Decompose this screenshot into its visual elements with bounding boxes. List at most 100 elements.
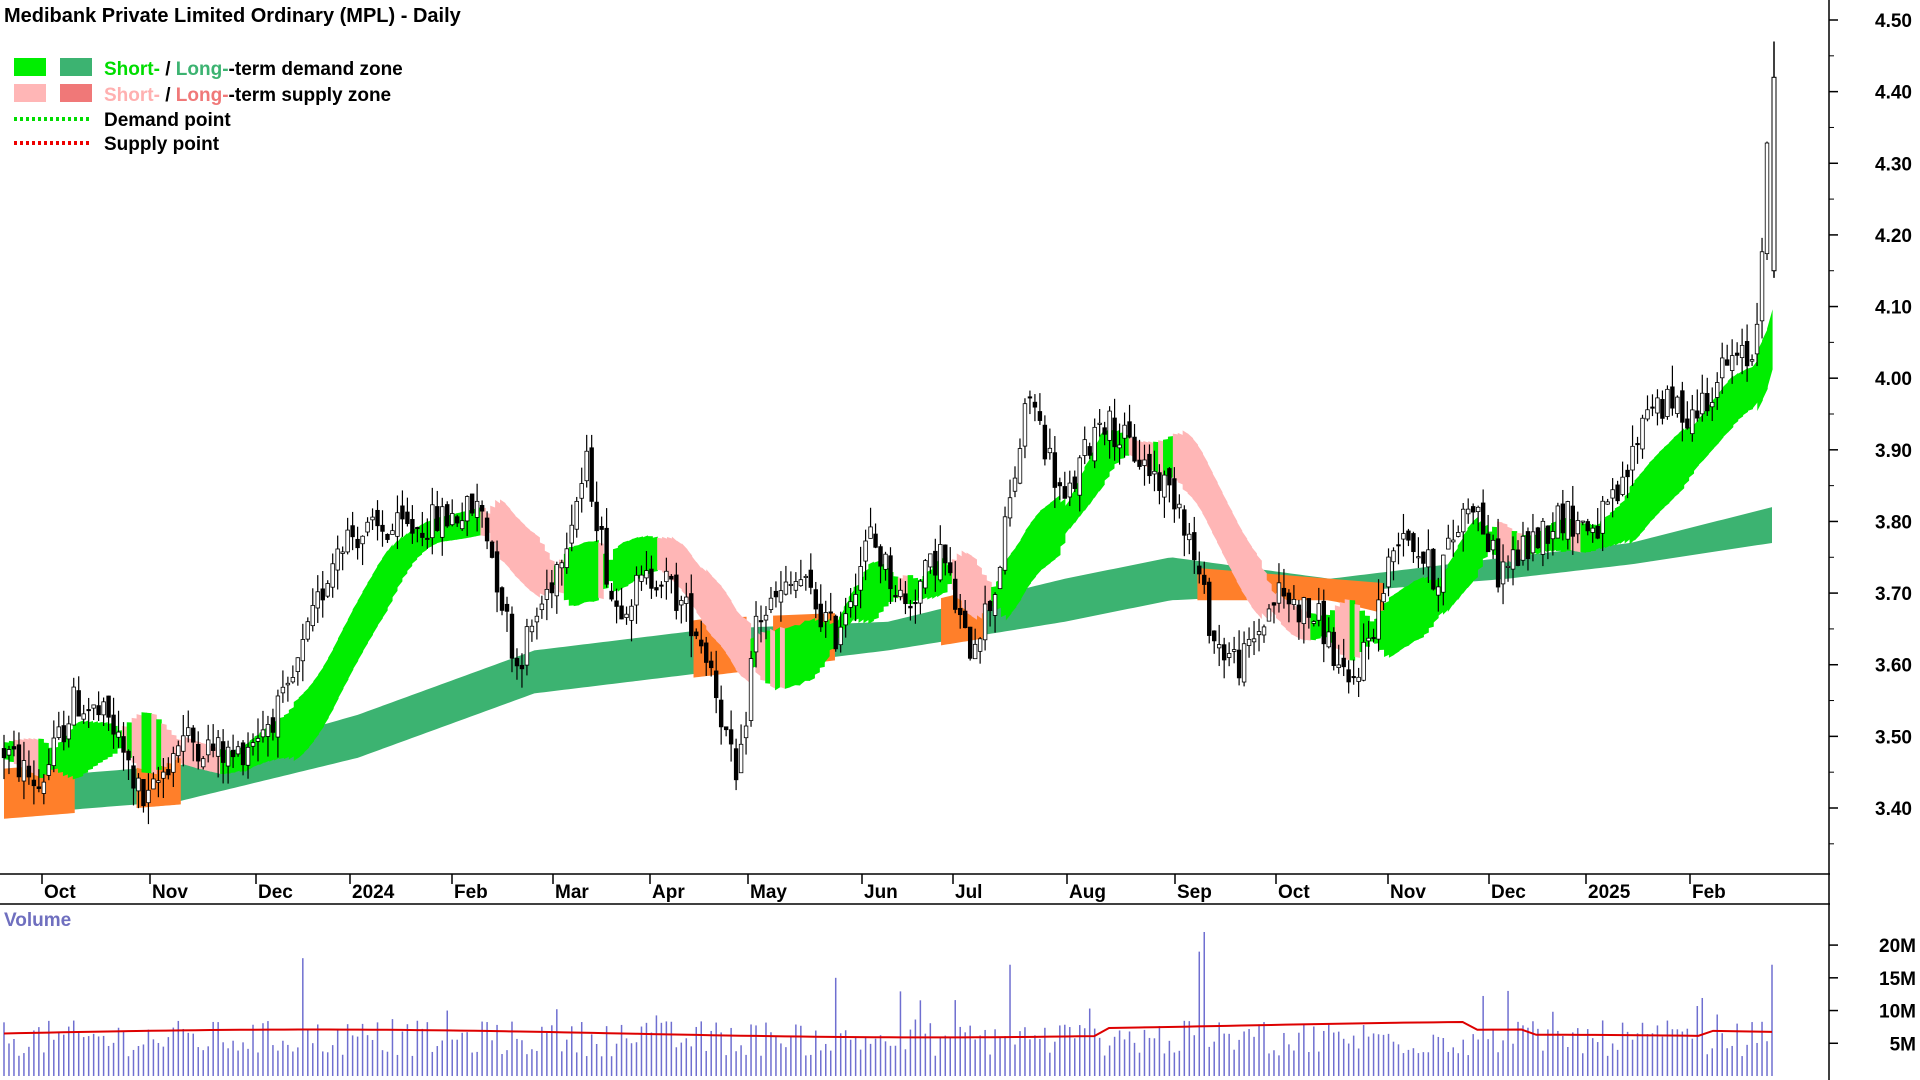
short-term-supply-zone	[1280, 595, 1287, 629]
candle-body	[1022, 403, 1028, 447]
candle-body	[1197, 565, 1202, 575]
candle-body	[928, 553, 933, 568]
short-term-supply-zone	[1197, 444, 1203, 514]
candle-body	[1042, 424, 1048, 460]
candle-body	[1650, 406, 1655, 409]
candle-body	[1690, 409, 1695, 435]
candle-body	[519, 664, 525, 670]
candle-body	[1470, 506, 1476, 513]
candle-body	[1520, 535, 1526, 561]
price-y-axis: 3.40 3.50 3.60 3.70 3.80 3.90 4.00 4.10 4.20 4.30…	[1829, 11, 1912, 845]
short-term-demand-zone	[824, 618, 830, 664]
short-term-demand-zone	[1472, 516, 1478, 582]
x-tick-label: Oct	[1278, 882, 1310, 903]
short-term-supply-zone	[1172, 433, 1179, 481]
candle-body	[469, 493, 475, 514]
candle-body	[275, 695, 281, 738]
short-term-demand-zone	[333, 638, 339, 709]
short-term-demand-zone	[411, 526, 418, 565]
short-term-demand-zone	[1722, 381, 1729, 438]
short-term-demand-zone	[1737, 370, 1744, 420]
candle-body	[116, 731, 121, 738]
candle-body	[1087, 446, 1092, 456]
candle-body	[1625, 469, 1630, 478]
short-term-supply-zone	[509, 509, 516, 576]
short-term-demand-zone	[1069, 489, 1076, 530]
candle-body	[569, 524, 574, 544]
short-term-demand-zone	[1393, 591, 1400, 655]
candle-body	[1366, 637, 1371, 642]
candle-body	[96, 705, 101, 716]
short-term-demand-zone	[1015, 539, 1022, 608]
short-term-demand-zone	[1349, 600, 1356, 661]
candle-body	[768, 597, 774, 610]
candle-body	[659, 584, 664, 587]
candle-body	[649, 568, 654, 589]
candle-body	[1615, 484, 1620, 502]
candle-body	[833, 615, 838, 650]
short-term-supply-zone	[1354, 604, 1361, 658]
candle-body	[1485, 533, 1491, 553]
short-term-demand-zone	[1673, 433, 1680, 498]
short-term-supply-zone	[504, 503, 511, 570]
price-candles	[1, 41, 1777, 825]
short-term-demand-zone	[1035, 510, 1041, 577]
x-tick-label: 2024	[352, 882, 395, 903]
candle-body	[455, 516, 460, 524]
candle-body	[1032, 401, 1038, 408]
short-term-demand-zone	[1767, 309, 1773, 389]
candle-body	[1480, 502, 1486, 535]
short-term-supply-zone	[1226, 502, 1233, 572]
x-tick-label: 2025	[1588, 882, 1631, 903]
short-term-supply-zone	[136, 714, 143, 770]
candle-body	[1510, 549, 1516, 570]
candle-body	[589, 447, 594, 502]
x-tick-label: Mar	[555, 882, 589, 903]
short-term-demand-zone	[1457, 537, 1464, 601]
short-term-demand-zone	[1644, 462, 1650, 530]
short-term-demand-zone	[82, 720, 89, 775]
candle-body	[445, 504, 450, 527]
candle-body	[1102, 427, 1107, 435]
short-term-supply-zone	[1182, 430, 1189, 493]
candle-body	[908, 605, 913, 609]
short-term-supply-zone	[166, 729, 172, 764]
candle-body	[943, 544, 948, 564]
candle-body	[350, 525, 355, 538]
short-term-demand-zone	[1609, 509, 1616, 547]
short-term-demand-zone	[1629, 481, 1636, 545]
short-term-supply-zone	[1221, 492, 1228, 563]
short-term-demand-zone	[1163, 439, 1169, 477]
short-term-demand-zone	[1663, 442, 1670, 508]
candle-body	[838, 626, 843, 646]
candle-body	[808, 569, 814, 588]
candle-body	[1341, 657, 1346, 668]
candle-body	[499, 587, 505, 611]
candle-body	[36, 786, 42, 789]
candle-body	[1057, 482, 1063, 487]
short-term-supply-zone	[1217, 482, 1223, 553]
candle-body	[1431, 548, 1436, 590]
volume-bars	[3, 932, 1773, 1076]
candle-body	[51, 737, 57, 766]
candle-body	[1261, 626, 1267, 636]
short-term-demand-zone	[318, 666, 324, 735]
candle-body	[1371, 637, 1376, 640]
candle-body	[1620, 476, 1625, 495]
short-term-demand-zone	[622, 540, 629, 588]
candle-body	[1231, 649, 1237, 652]
short-term-demand-zone	[1010, 546, 1017, 614]
candle-body	[161, 771, 166, 779]
candle-body	[1715, 382, 1720, 398]
candle-body	[1655, 397, 1660, 414]
short-term-supply-zone	[770, 628, 776, 689]
candle-body	[783, 581, 789, 595]
candle-body	[1630, 445, 1635, 471]
candle-body	[1336, 664, 1341, 669]
candle-body	[614, 600, 619, 607]
candle-body	[1251, 638, 1257, 643]
candle-body	[1421, 551, 1426, 564]
short-term-demand-zone	[1659, 447, 1665, 513]
short-term-supply-zone	[1290, 603, 1297, 637]
short-term-demand-zone	[1089, 448, 1095, 506]
